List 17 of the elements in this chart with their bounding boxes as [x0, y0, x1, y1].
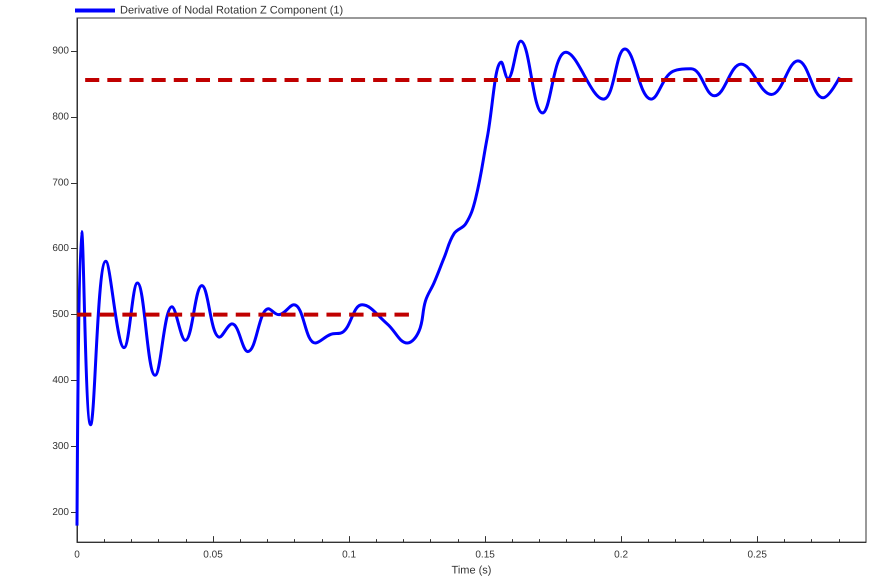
- y-tick-label: 600: [52, 243, 70, 254]
- x-tick-label: 0.2: [614, 550, 629, 561]
- y-tick-label: 700: [52, 177, 70, 188]
- y-tick-label: 400: [52, 375, 70, 386]
- x-tick-label: 0.05: [203, 550, 224, 561]
- x-tick-label: 0.25: [747, 550, 768, 561]
- x-axis-title: Time (s): [452, 564, 492, 576]
- x-tick-label: 0: [74, 550, 80, 561]
- y-tick-label: 300: [52, 441, 70, 452]
- x-tick-label: 0.1: [342, 550, 356, 561]
- legend-label: Derivative of Nodal Rotation Z Component (1): [120, 4, 344, 16]
- y-tick-label: 500: [52, 309, 70, 320]
- x-tick-label: 0.15: [475, 550, 496, 561]
- y-tick-label: 900: [52, 45, 70, 56]
- line-series: [76, 40, 842, 528]
- y-tick-label: 800: [52, 111, 70, 122]
- y-tick-label: 200: [52, 506, 70, 518]
